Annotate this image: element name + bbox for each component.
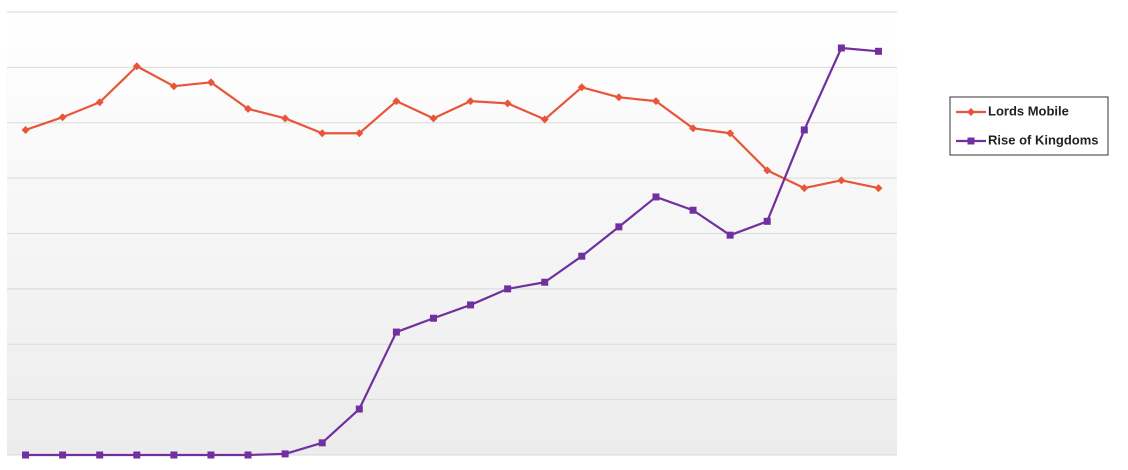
marker <box>318 439 326 447</box>
marker <box>614 93 623 102</box>
marker <box>96 451 104 459</box>
marker <box>652 193 660 201</box>
marker <box>169 82 178 91</box>
marker <box>355 129 364 138</box>
legend-label: Lords Mobile <box>988 103 1069 118</box>
marker <box>503 99 512 108</box>
marker <box>874 184 883 193</box>
marker <box>540 115 549 124</box>
marker <box>651 97 660 106</box>
marker <box>800 184 809 193</box>
marker <box>133 451 141 459</box>
marker <box>837 44 845 52</box>
series-line <box>25 65 879 190</box>
marker <box>244 104 253 113</box>
marker <box>800 126 808 134</box>
marker <box>95 98 104 107</box>
legend-marker <box>967 108 975 116</box>
marker <box>466 97 475 106</box>
marker <box>837 176 846 185</box>
marker <box>22 451 30 459</box>
marker <box>58 113 67 122</box>
marker <box>429 314 437 322</box>
marker <box>318 129 327 138</box>
marker <box>763 166 772 175</box>
marker <box>763 217 771 225</box>
marker <box>281 450 289 458</box>
marker <box>726 129 735 138</box>
series-line <box>25 46 879 457</box>
marker <box>392 97 401 106</box>
marker <box>467 301 475 309</box>
marker <box>281 114 290 123</box>
legend-marker <box>967 137 975 145</box>
marker <box>355 405 363 413</box>
marker <box>615 223 623 231</box>
marker <box>874 47 882 55</box>
marker <box>207 451 215 459</box>
marker <box>504 285 512 293</box>
marker <box>392 328 400 336</box>
marker <box>170 451 178 459</box>
legend-label: Rise of Kingdoms <box>988 132 1099 147</box>
marker <box>59 451 67 459</box>
legend-box <box>949 96 1109 156</box>
marker <box>132 62 141 71</box>
marker <box>206 78 215 87</box>
marker <box>577 83 586 92</box>
marker <box>689 206 697 214</box>
marker <box>689 124 698 133</box>
marker <box>541 278 549 286</box>
marker <box>21 125 30 134</box>
marker <box>244 451 252 459</box>
marker <box>429 114 438 123</box>
marker <box>726 231 734 239</box>
marker <box>578 252 586 260</box>
